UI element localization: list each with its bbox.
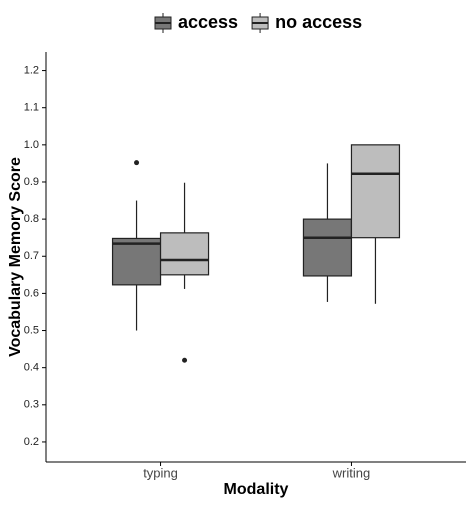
y-tick-label: 0.8 [24,213,39,225]
x-tick-label: writing [332,465,371,480]
y-tick-label: 0.9 [24,176,39,188]
legend-label: no access [275,12,362,32]
x-tick-label: typing [143,465,178,480]
y-tick-label: 0.6 [24,287,39,299]
y-tick-label: 1.2 [24,64,39,76]
box [111,237,162,286]
x-axis-title: Modality [224,481,289,498]
outlier [182,357,188,363]
y-tick-label: 1.1 [24,102,39,114]
box [302,218,353,277]
y-tick-label: 1.0 [24,139,39,151]
box [350,144,401,239]
y-tick-label: 0.2 [24,436,39,448]
y-tick-label: 0.7 [24,250,39,262]
y-tick-label: 0.4 [24,362,39,374]
legend-label: access [178,12,238,32]
y-tick-label: 0.3 [24,399,39,411]
y-axis-title: Vocabulary Memory Score [7,157,24,357]
outlier [134,160,140,166]
y-tick-label: 0.5 [24,324,39,336]
box [159,232,210,276]
